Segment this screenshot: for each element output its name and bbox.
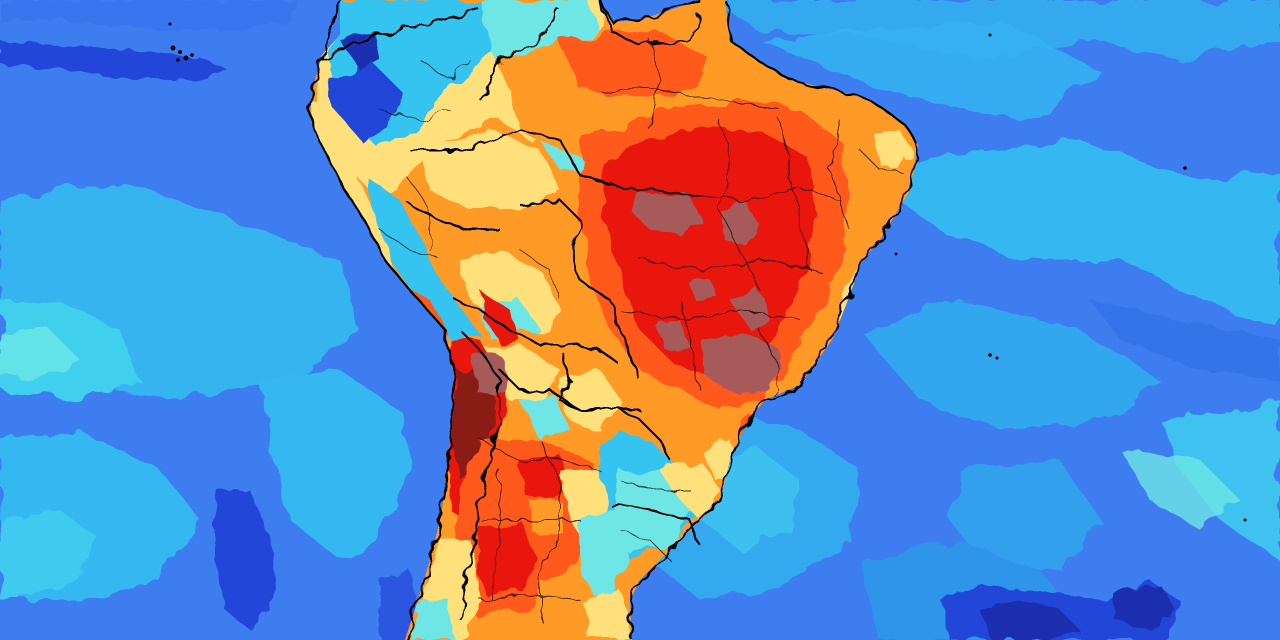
coastline — [308, 0, 920, 640]
state-borders — [379, 39, 900, 620]
country-borders — [319, 0, 701, 621]
continent-field — [310, 0, 918, 640]
islands — [168, 22, 1247, 522]
